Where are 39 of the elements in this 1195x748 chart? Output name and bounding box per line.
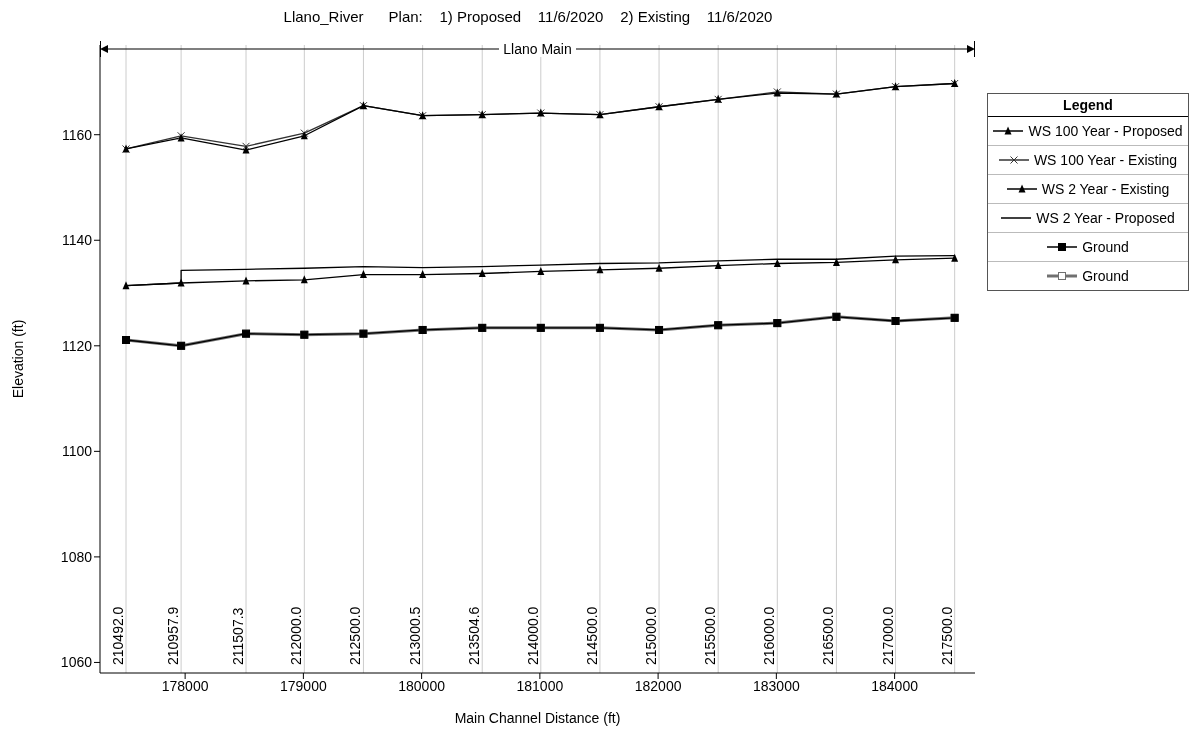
annotation: 214000.0 [524,606,541,665]
annotation: 213000.5 [406,606,423,665]
annotation: 214500.0 [583,606,600,665]
legend-label: Ground [1082,239,1129,255]
annotation: 217500.0 [938,606,955,665]
y-tick-label: 1120 [61,337,93,354]
x-tick-label: 179000 [280,677,327,694]
y-tick-label: 1160 [61,126,93,143]
annotation: Llano Main [499,41,576,57]
annotation: 216000.0 [761,606,778,665]
x-tick-label: 182000 [634,677,682,694]
x-axis-title: Main Channel Distance (ft) [454,710,621,726]
annotation: 216500.0 [820,606,837,665]
annotation: 211507.3 [230,607,247,665]
annotation: 212500.0 [347,606,364,665]
annotation: 213504.6 [466,606,483,665]
legend-label: WS 100 Year - Existing [1033,152,1178,168]
y-tick-label: 1080 [60,548,93,565]
x-tick-label: 181000 [516,677,564,694]
y-tick-label: 1140 [61,232,93,249]
x-tick-label: 178000 [161,677,209,694]
legend-label: WS 2 Year - Proposed [1036,210,1175,226]
x-tick-label: 183000 [752,677,800,694]
legend-label: Ground [1082,268,1129,284]
annotation: 212000.0 [288,606,305,665]
y-tick-label: 1100 [61,443,93,460]
annotation: 210492.0 [110,606,127,665]
legend-label: WS 100 Year - Proposed [1028,123,1183,139]
x-tick-label: 180000 [398,677,446,694]
annotation: 210957.9 [165,606,182,665]
x-tick-label: 184000 [871,677,919,694]
legend-title: Legend [988,94,1188,117]
annotation: 217000.0 [879,606,896,665]
chart-title: Llano_River Plan: 1) Proposed 11/6/2020 2) Existing 11/6/2020 [282,8,774,26]
annotation: 215000.0 [643,606,660,665]
annotation: 215500.0 [702,606,719,665]
y-axis-title: Elevation (ft) [9,319,26,399]
legend-label: WS 2 Year - Existing [1041,181,1170,197]
y-tick-label: 1060 [60,654,93,671]
